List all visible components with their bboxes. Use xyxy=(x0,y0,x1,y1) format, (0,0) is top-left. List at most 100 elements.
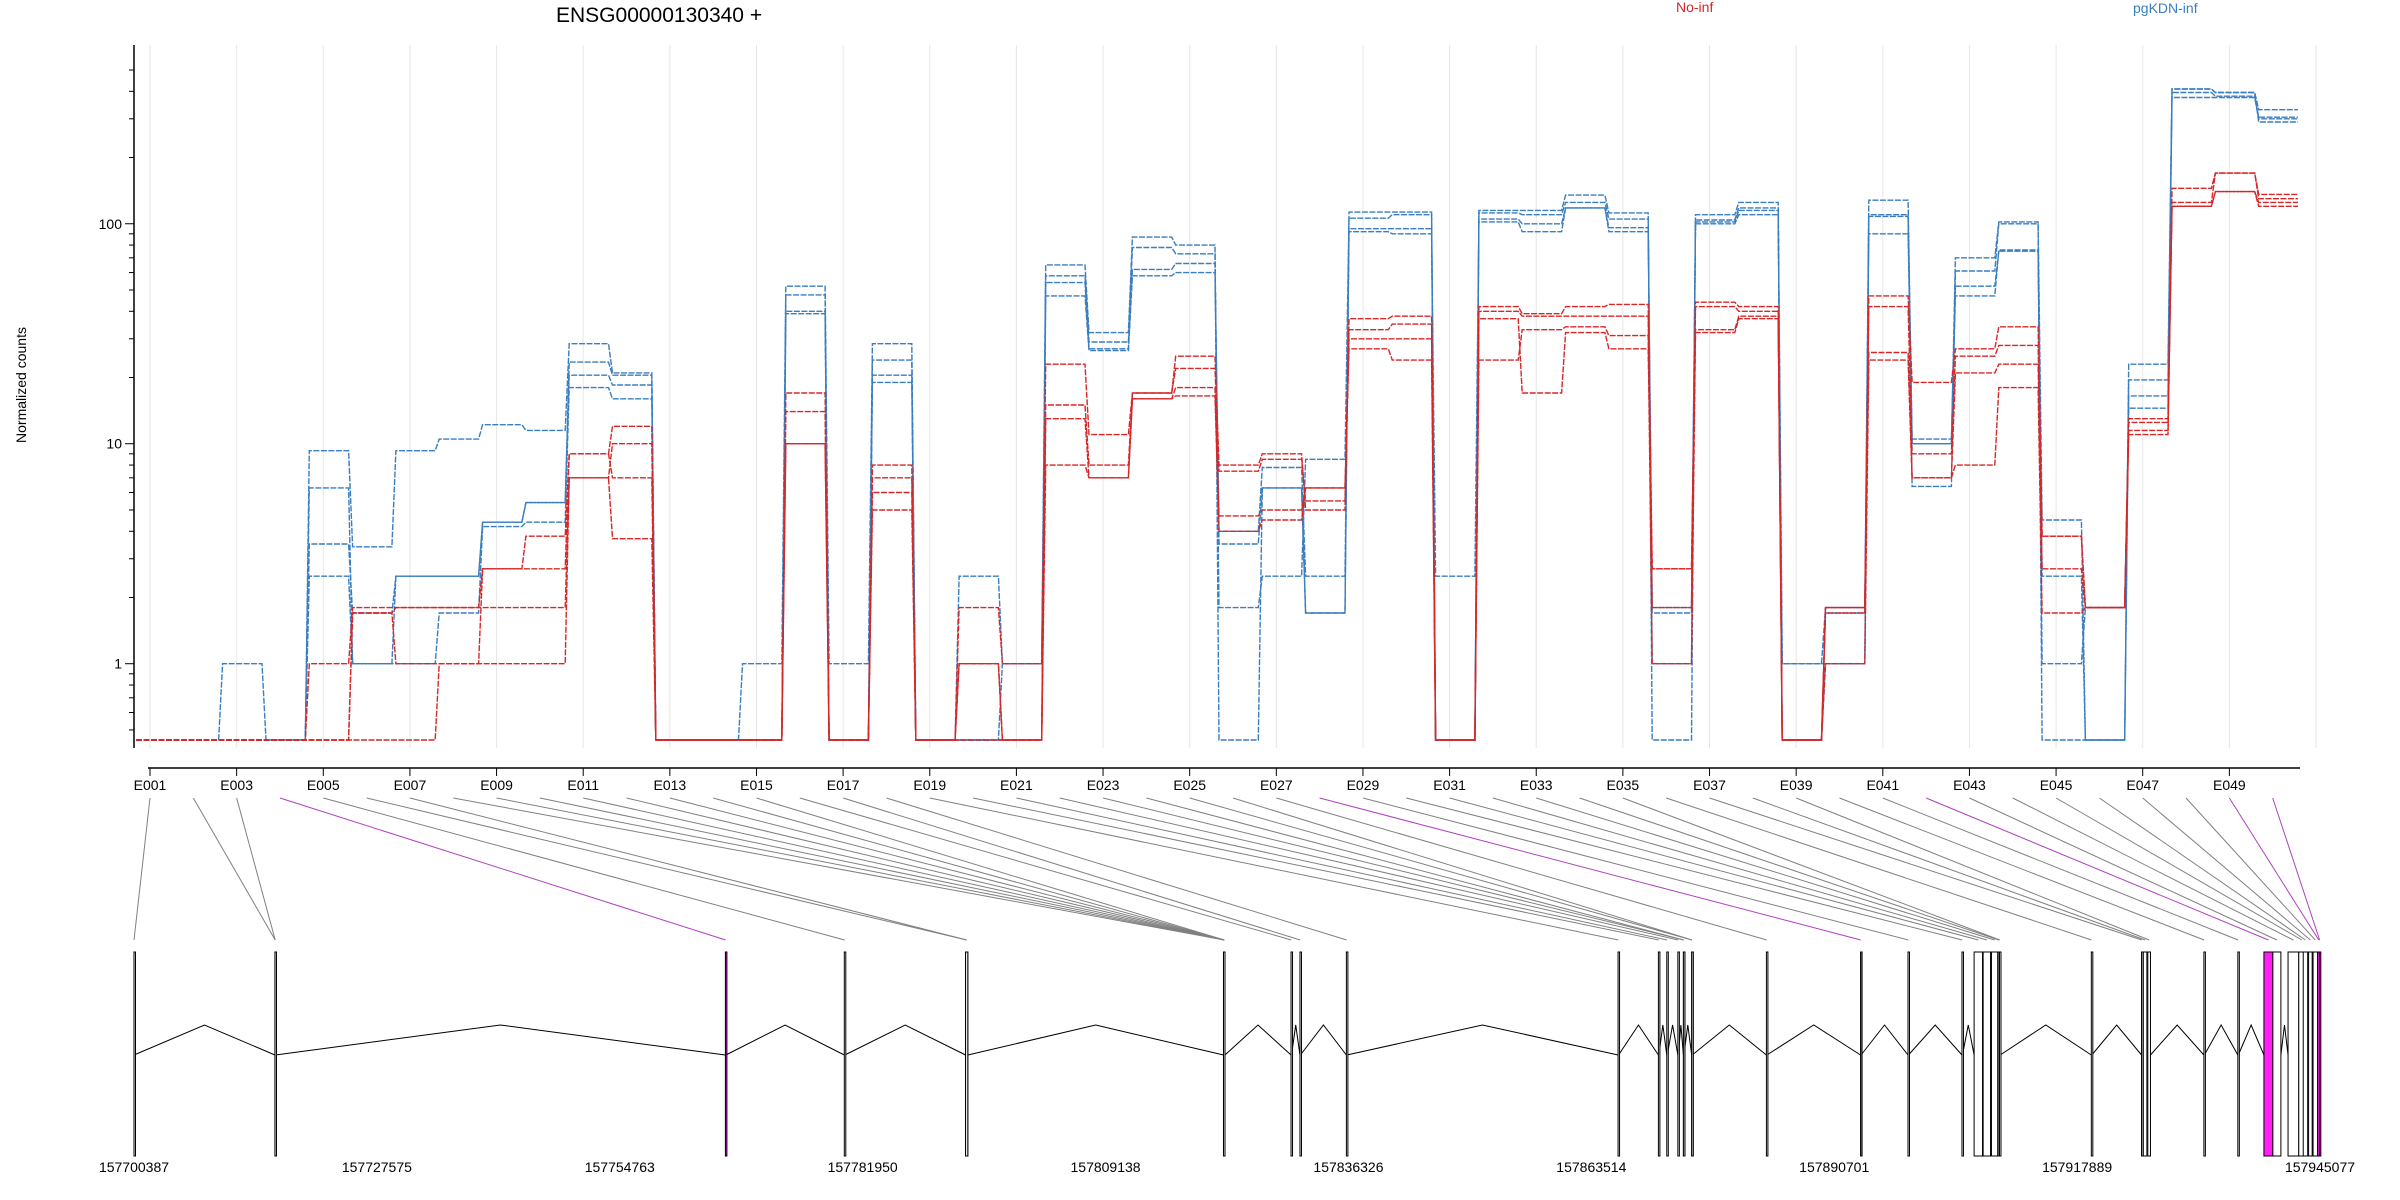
gene-title: ENSG00000130340 + xyxy=(556,4,762,27)
exon-box xyxy=(2287,951,2300,1157)
exon-connector xyxy=(409,797,967,941)
genomic-coordinate-ticks: 157700387 157727575 157754763 157781950 1578… xyxy=(99,1159,2355,1175)
exon-connector xyxy=(756,797,1225,941)
genomic-tick-label: 157700387 xyxy=(99,1159,169,1175)
exon-box xyxy=(2312,951,2319,1157)
exon-tick-label: E025 xyxy=(1173,777,1206,793)
intron xyxy=(844,1024,966,1056)
exon-box xyxy=(1677,951,1680,1157)
exon-tick-label: E027 xyxy=(1260,777,1293,793)
intron xyxy=(1618,1024,1659,1056)
exon-connector xyxy=(929,797,1619,941)
exon-connector xyxy=(1102,797,1684,941)
exon-tick-label: E037 xyxy=(1693,777,1726,793)
y-tick-label: 10 xyxy=(106,436,122,452)
exon-box xyxy=(1982,951,1992,1157)
exon-tick-label: E005 xyxy=(307,777,340,793)
exon-connector xyxy=(192,797,276,941)
exon-connector xyxy=(1882,797,2239,941)
exon-box xyxy=(1657,951,1661,1157)
y-ticks: 1 10 100 xyxy=(99,69,134,731)
exon-connector xyxy=(1449,797,1979,941)
exon-tick-label: E023 xyxy=(1087,777,1120,793)
exon-connector xyxy=(713,797,1225,941)
exon-tick-label: E035 xyxy=(1607,777,1640,793)
exon-connector xyxy=(2228,797,2320,941)
exon-connector xyxy=(1709,797,2142,941)
intron xyxy=(725,1024,845,1056)
exon-connector xyxy=(2012,797,2294,941)
intron xyxy=(1300,1024,1347,1056)
intron xyxy=(1666,1024,1679,1056)
exon-tick-label: E031 xyxy=(1433,777,1466,793)
exon-connector xyxy=(799,797,1292,941)
exon-box xyxy=(1961,951,1964,1157)
exon-tick-label: E029 xyxy=(1347,777,1380,793)
y-tick-label: 1 xyxy=(114,656,122,672)
intron xyxy=(1908,1024,1963,1056)
intron xyxy=(2280,1024,2289,1056)
exon-tick-label: E009 xyxy=(480,777,513,793)
exon-connector xyxy=(1406,797,1963,941)
grid xyxy=(149,45,2317,748)
genomic-tick-label: 157781950 xyxy=(828,1159,898,1175)
intron xyxy=(1961,1024,1975,1056)
exon-connector xyxy=(1016,797,1668,941)
intron xyxy=(1691,1024,1767,1056)
exon-box xyxy=(843,951,847,1157)
genomic-tick-label: 157890701 xyxy=(1799,1159,1869,1175)
series-no-inf xyxy=(136,172,2298,741)
exon-tick-label: E019 xyxy=(913,777,946,793)
exon-box xyxy=(2141,951,2144,1157)
series-lines xyxy=(136,88,2298,741)
genomic-tick-label: 157917889 xyxy=(2042,1159,2112,1175)
exon-tick-label: E013 xyxy=(653,777,686,793)
exon-connector xyxy=(1666,797,2092,941)
exon-connector xyxy=(366,797,967,941)
genomic-tick-label: 157809138 xyxy=(1071,1159,1141,1175)
exon-connector xyxy=(323,797,845,941)
exon-connector xyxy=(2185,797,2316,941)
exon-box xyxy=(1666,951,1669,1157)
exon-connector xyxy=(1276,797,1767,941)
intron xyxy=(967,1024,1224,1056)
exon-connector xyxy=(1795,797,2150,941)
exon-box xyxy=(1765,951,1769,1157)
exon-connector xyxy=(2142,797,2311,941)
exon-box xyxy=(2142,951,2148,1157)
exon-connector xyxy=(1232,797,1693,941)
exon-box xyxy=(2302,951,2309,1157)
exon-tick-label: E045 xyxy=(2040,777,2073,793)
exon-connector xyxy=(1146,797,1684,941)
exon-connector xyxy=(1752,797,2146,941)
genomic-tick-label: 157945077 xyxy=(2285,1159,2355,1175)
exon-box xyxy=(1973,951,1984,1157)
exon-connector xyxy=(2099,797,2306,941)
intron xyxy=(1224,1024,1292,1056)
exon-connector xyxy=(886,797,1347,941)
exon-connector xyxy=(842,797,1301,941)
exon-connector xyxy=(1925,797,2269,941)
exon-connector xyxy=(133,797,151,941)
exon-connector xyxy=(1189,797,1693,941)
exon-connector xyxy=(539,797,1225,941)
legend-pgkdn-inf: pgKDN-inf xyxy=(2133,0,2198,16)
series-pgkdn-inf xyxy=(136,88,2298,741)
exon-ticks: E001 E003 E005 E007 E009 E011 E013 E015 E017 E019… xyxy=(134,768,2246,793)
exon-box xyxy=(2308,951,2313,1157)
exon-tick-label: E011 xyxy=(567,777,599,793)
exon-connector xyxy=(626,797,1225,941)
exon-tick-label: E043 xyxy=(1953,777,1986,793)
exon-box xyxy=(1222,951,1226,1157)
exon-box xyxy=(1682,951,1686,1157)
exon-connector xyxy=(1969,797,2278,941)
exon-connectors xyxy=(133,797,2321,941)
exon-box xyxy=(2237,951,2240,1157)
exon-connector xyxy=(1362,797,1909,941)
genomic-tick-label: 157836326 xyxy=(1313,1159,1383,1175)
legend-no-inf: No-inf xyxy=(1676,0,1713,15)
exon-tick-label: E015 xyxy=(740,777,773,793)
gene-model xyxy=(133,951,2322,1157)
exon-connector xyxy=(2272,797,2321,941)
